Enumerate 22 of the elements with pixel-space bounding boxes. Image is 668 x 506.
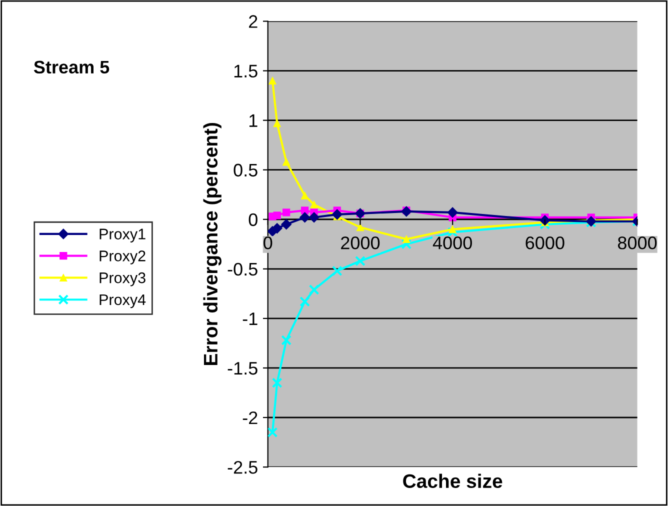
text: Stream 5 <box>34 60 110 74</box>
y-tick-label: 1 <box>249 114 258 127</box>
x-tick-label: 0 <box>264 236 272 250</box>
x-tick-label: 4000 <box>432 236 472 250</box>
x-axis-title: Cache size <box>403 474 502 488</box>
y-tick-label: 2 <box>249 15 258 28</box>
legend-label: Proxy3 <box>100 272 146 286</box>
y-tick-label: -2.5 <box>228 460 258 474</box>
x-tick-label: 2000 <box>341 236 380 250</box>
y-tick-label: -2 <box>242 411 258 424</box>
y-tick-label: -0.5 <box>228 262 258 276</box>
legend-label: Proxy1 <box>100 228 146 242</box>
y-tick-label: 0 <box>248 213 258 226</box>
y-tick-label: 0.5 <box>234 164 258 177</box>
legend-label: Proxy2 <box>100 250 146 264</box>
legend-label: Proxy4 <box>100 294 146 308</box>
x-tick-label: 8000 <box>618 236 657 250</box>
y-tick-label: -1 <box>242 312 258 325</box>
y-axis-title: Error divergance (percent) <box>203 123 222 365</box>
y-tick-label: 1.5 <box>234 64 258 78</box>
y-tick-label: -1.5 <box>228 362 258 375</box>
x-tick-label: 6000 <box>526 236 564 250</box>
